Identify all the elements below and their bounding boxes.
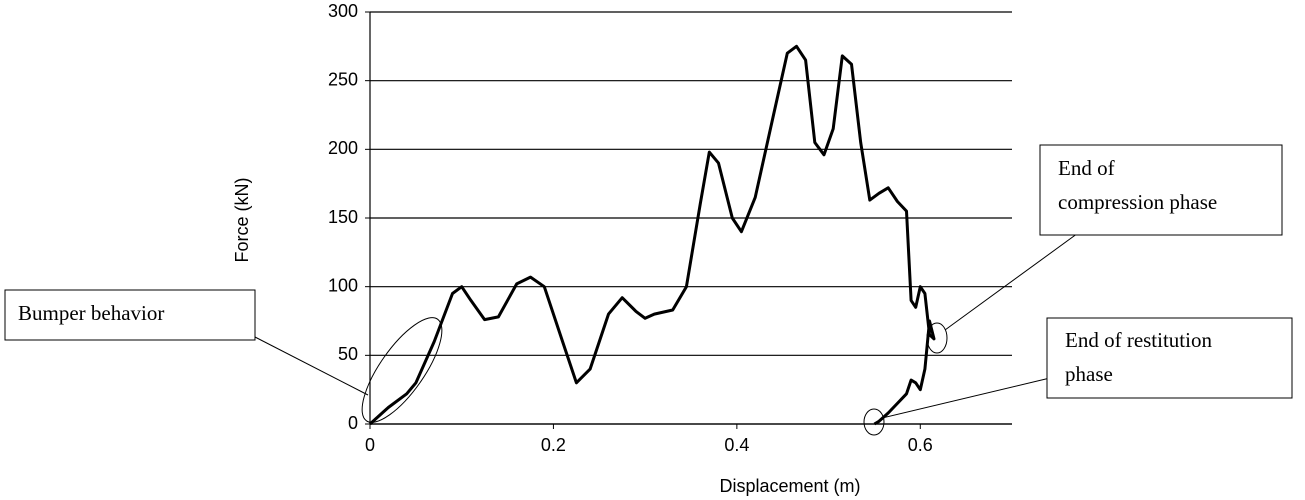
- y-tick-label: 0: [348, 413, 358, 433]
- y-axis-label: Force (kN): [232, 178, 252, 263]
- annotation-text: compression phase: [1058, 190, 1217, 214]
- y-tick-label: 250: [328, 69, 358, 89]
- data-line: [368, 44, 936, 426]
- x-tick-label: 0.4: [724, 435, 749, 455]
- y-tick-label: 50: [338, 344, 358, 364]
- annotation-box: [1046, 317, 1293, 399]
- annotation-text: End of: [1058, 156, 1115, 180]
- y-tick-label: 100: [328, 275, 358, 295]
- leader-line: [944, 227, 1086, 331]
- annotation-text: End of restitution: [1065, 328, 1212, 352]
- annotation-text: Bumper behavior: [18, 301, 164, 325]
- annotation-box: [4, 289, 256, 341]
- y-tick-label: 150: [328, 207, 358, 227]
- leader-line: [254, 336, 369, 396]
- y-tick-label: 300: [328, 1, 358, 21]
- x-tick-label: 0.6: [908, 435, 933, 455]
- x-tick-label: 0.2: [541, 435, 566, 455]
- x-axis-label: Displacement (m): [719, 476, 860, 496]
- y-tick-label: 200: [328, 138, 358, 158]
- annotation-text: phase: [1065, 362, 1113, 386]
- x-tick-label: 0: [365, 435, 375, 455]
- restitution-ellipse: [863, 408, 885, 436]
- bumper-ellipse: [361, 317, 443, 423]
- leader-line: [881, 377, 1051, 419]
- annotation-box: [1039, 144, 1283, 236]
